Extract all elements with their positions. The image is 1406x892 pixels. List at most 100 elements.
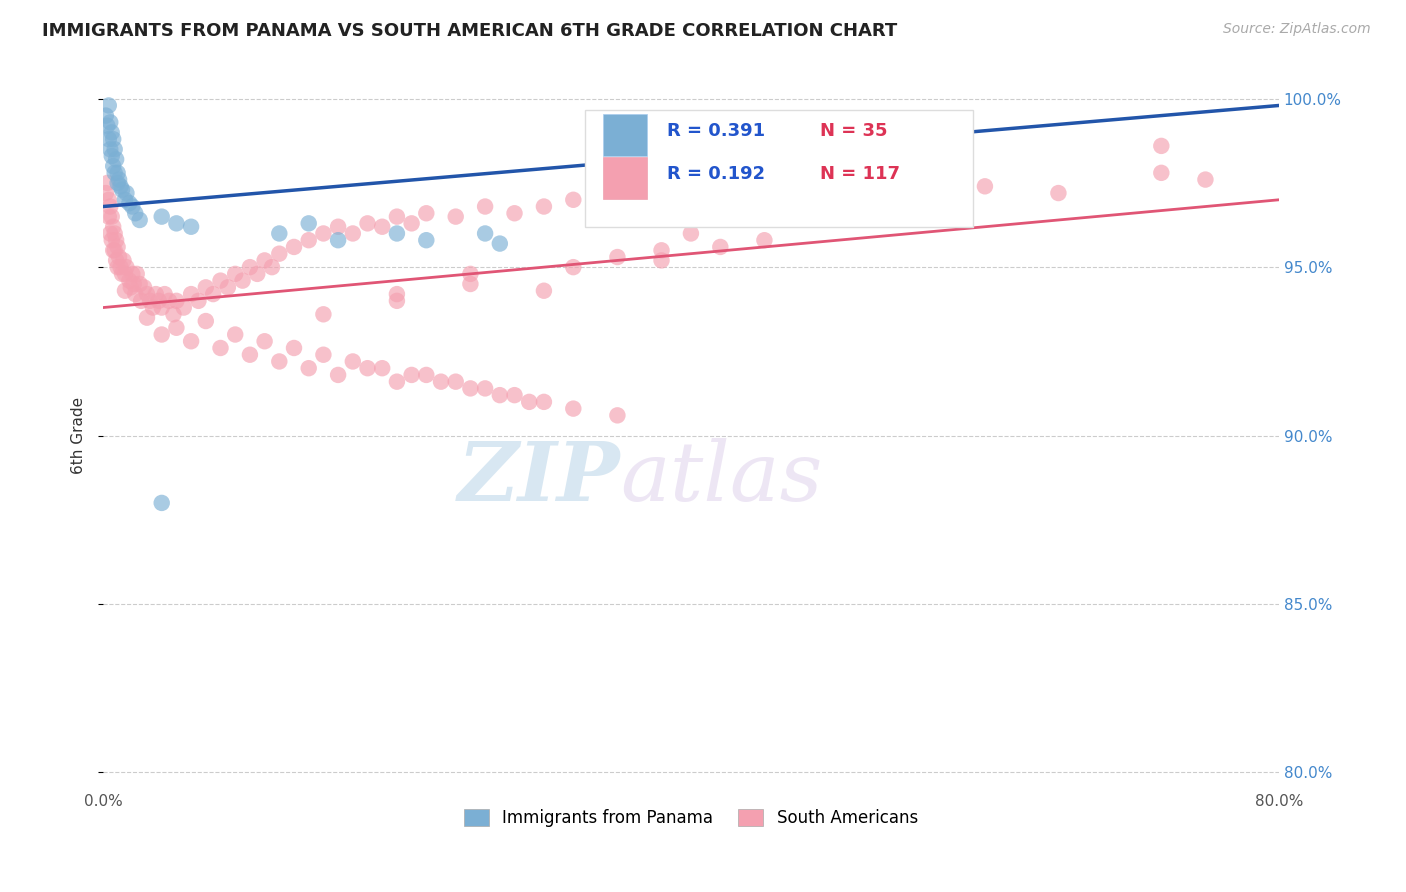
Point bbox=[118, 274, 141, 288]
Point bbox=[122, 277, 145, 291]
Point bbox=[114, 284, 136, 298]
Text: R = 0.192: R = 0.192 bbox=[668, 165, 765, 183]
Text: Source: ZipAtlas.com: Source: ZipAtlas.com bbox=[1223, 22, 1371, 37]
Point bbox=[187, 293, 209, 308]
Point bbox=[97, 193, 120, 207]
Point bbox=[145, 287, 167, 301]
Text: R = 0.391: R = 0.391 bbox=[668, 122, 765, 140]
Point bbox=[165, 293, 187, 308]
Point bbox=[194, 314, 217, 328]
Point bbox=[107, 176, 129, 190]
Point bbox=[108, 172, 131, 186]
Point bbox=[562, 193, 585, 207]
Point bbox=[533, 284, 555, 298]
Point bbox=[283, 341, 305, 355]
Point bbox=[371, 361, 394, 376]
Point bbox=[474, 381, 496, 395]
Point bbox=[124, 287, 146, 301]
Point bbox=[283, 240, 305, 254]
Point bbox=[103, 132, 125, 146]
Point bbox=[1150, 139, 1173, 153]
Point bbox=[124, 206, 146, 220]
Point bbox=[1194, 172, 1216, 186]
Point bbox=[107, 166, 129, 180]
Point bbox=[371, 219, 394, 234]
Point bbox=[105, 233, 128, 247]
Point bbox=[827, 186, 849, 200]
Point bbox=[125, 267, 148, 281]
Point bbox=[444, 375, 467, 389]
Point bbox=[129, 293, 152, 308]
Point bbox=[120, 280, 142, 294]
Point bbox=[98, 227, 121, 241]
Point bbox=[110, 179, 132, 194]
Point bbox=[488, 236, 510, 251]
Point bbox=[415, 206, 437, 220]
Point bbox=[128, 277, 150, 291]
Point bbox=[239, 348, 262, 362]
Text: ZIP: ZIP bbox=[458, 438, 620, 518]
Point bbox=[474, 200, 496, 214]
Point bbox=[562, 260, 585, 274]
Point bbox=[209, 274, 232, 288]
Point bbox=[474, 227, 496, 241]
Point bbox=[128, 213, 150, 227]
Point bbox=[679, 227, 702, 241]
Point bbox=[173, 301, 195, 315]
Point bbox=[105, 153, 128, 167]
Point bbox=[153, 287, 176, 301]
Point bbox=[103, 219, 125, 234]
Point bbox=[606, 200, 628, 214]
Point bbox=[97, 132, 120, 146]
Point bbox=[108, 250, 131, 264]
Point bbox=[180, 219, 202, 234]
Point bbox=[110, 260, 132, 274]
Y-axis label: 6th Grade: 6th Grade bbox=[72, 397, 86, 475]
Point bbox=[121, 200, 143, 214]
Point bbox=[1150, 166, 1173, 180]
Point bbox=[98, 115, 121, 129]
Point bbox=[253, 334, 276, 349]
Point bbox=[312, 227, 335, 241]
Point bbox=[503, 206, 526, 220]
Point bbox=[96, 176, 118, 190]
Point bbox=[356, 361, 378, 376]
Text: atlas: atlas bbox=[620, 438, 823, 518]
Point bbox=[679, 193, 702, 207]
Point bbox=[460, 277, 482, 291]
Point bbox=[444, 210, 467, 224]
Text: N = 117: N = 117 bbox=[820, 165, 900, 183]
FancyBboxPatch shape bbox=[603, 156, 647, 199]
Point bbox=[298, 216, 321, 230]
Point bbox=[326, 233, 349, 247]
Point bbox=[269, 227, 291, 241]
Point bbox=[517, 395, 540, 409]
Point bbox=[94, 109, 117, 123]
Point bbox=[103, 159, 125, 173]
Point bbox=[132, 280, 155, 294]
Point bbox=[974, 179, 997, 194]
Point bbox=[1047, 186, 1070, 200]
Point bbox=[342, 354, 364, 368]
Point bbox=[246, 267, 269, 281]
Point bbox=[269, 246, 291, 260]
Legend: Immigrants from Panama, South Americans: Immigrants from Panama, South Americans bbox=[457, 803, 925, 834]
Point bbox=[118, 196, 141, 211]
Point bbox=[139, 293, 162, 308]
Point bbox=[606, 409, 628, 423]
Point bbox=[114, 193, 136, 207]
Point bbox=[326, 219, 349, 234]
Point bbox=[107, 240, 129, 254]
Point bbox=[209, 341, 232, 355]
Point bbox=[136, 310, 159, 325]
Point bbox=[385, 210, 408, 224]
Point bbox=[94, 186, 117, 200]
Point bbox=[312, 348, 335, 362]
Point bbox=[326, 368, 349, 382]
Point bbox=[105, 253, 128, 268]
Point bbox=[100, 210, 122, 224]
Point bbox=[121, 267, 143, 281]
Point bbox=[224, 327, 246, 342]
Point bbox=[232, 274, 254, 288]
Point bbox=[180, 334, 202, 349]
